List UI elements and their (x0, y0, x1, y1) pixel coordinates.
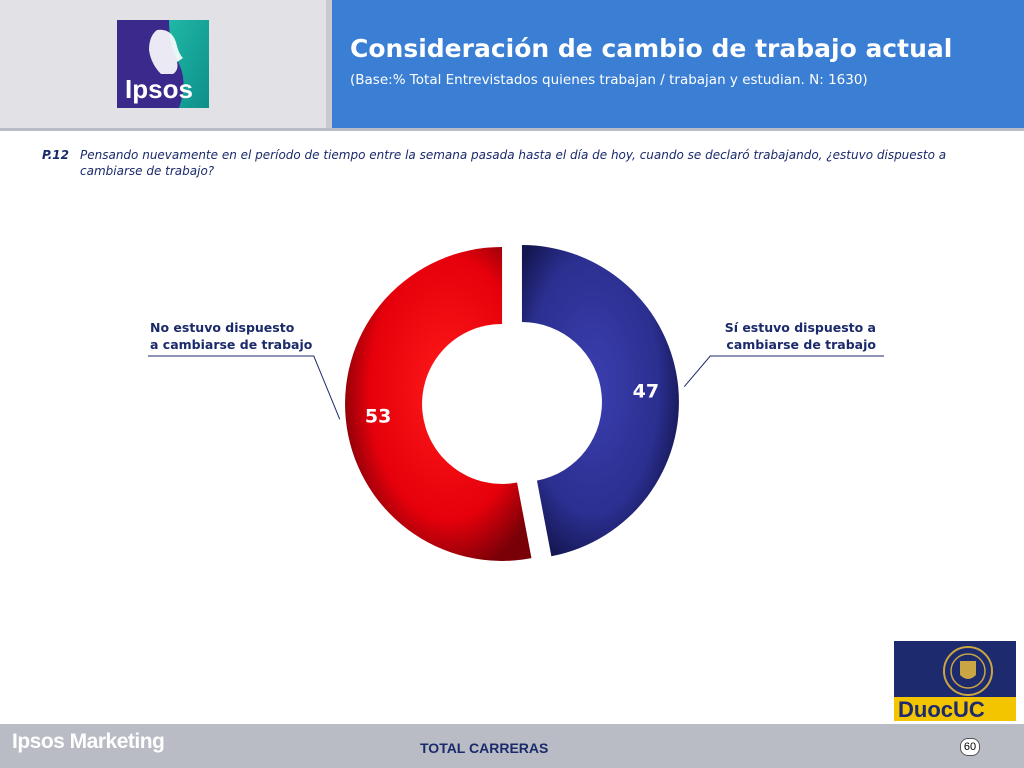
donut-slice-0 (521, 245, 679, 557)
question-text: Pensando nuevamente en el período de tie… (80, 148, 947, 178)
question-number: P.12 (42, 148, 69, 162)
duoc-logo-text: DuocUC (898, 697, 985, 721)
value-label-0: 47 (633, 380, 659, 402)
footer-bar (0, 724, 1024, 768)
value-label-1: 53 (365, 406, 391, 428)
donut-slice-1 (345, 246, 532, 561)
ipsos-logo: Ipsos (117, 20, 209, 108)
header-title-panel (332, 0, 1024, 128)
page-number: 60 (960, 738, 980, 756)
footer-label: TOTAL CARRERAS (420, 740, 549, 756)
page-subtitle: (Base:% Total Entrevistados quienes trab… (350, 72, 868, 88)
footer-brand: Ipsos Marketing (12, 730, 165, 753)
header-rule (0, 128, 1024, 131)
callout-label-1: No estuvo dispuesto a cambiarse de trabaj… (150, 320, 313, 352)
callout-line-1 (148, 355, 341, 420)
callout-line-0 (683, 355, 884, 388)
ipsos-logo-text: Ipsos (125, 74, 193, 104)
duoc-logo: DuocUC (894, 641, 1016, 721)
callout-label-0: Sí estuvo dispuesto a cambiarse de trabaj… (725, 320, 877, 352)
header-divider (326, 0, 332, 128)
page-title: Consideración de cambio de trabajo actua… (350, 34, 953, 63)
